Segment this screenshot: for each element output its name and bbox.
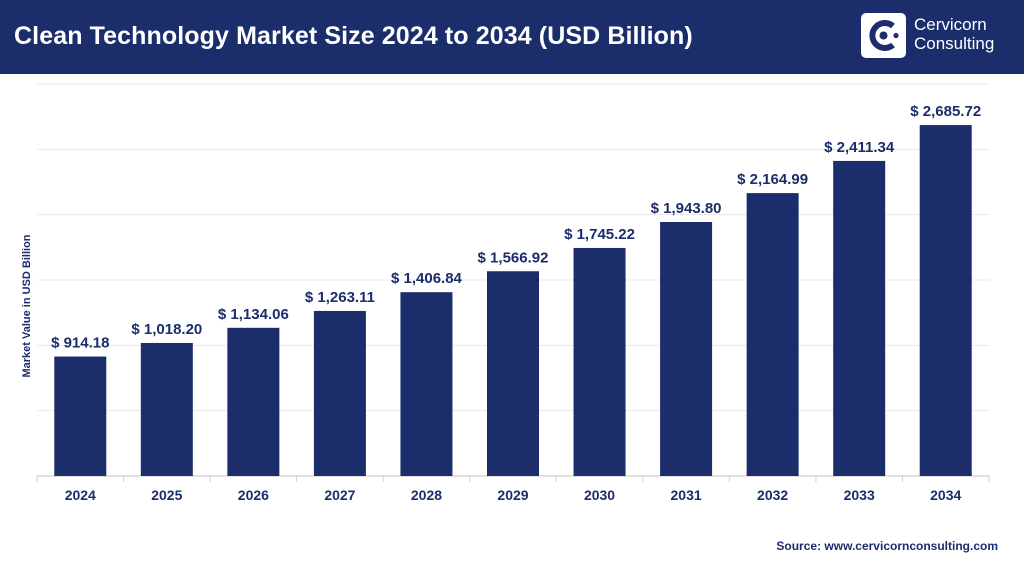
bar-2028 [400,292,453,476]
bar-2033 [833,160,886,476]
company-logo: Cervicorn Consulting [861,13,1009,59]
data-label-2025: $ 1,018.20 [131,321,202,338]
data-label-2026: $ 1,134.06 [218,306,289,323]
data-label-2030: $ 1,745.22 [564,226,635,243]
x-tick-label-2024: 2024 [65,487,96,503]
bar-2032 [746,193,799,476]
data-label-2028: $ 1,406.84 [391,270,463,287]
data-label-2033: $ 2,411.34 [824,139,895,156]
data-label-2032: $ 2,164.99 [737,171,808,188]
logo-line-2: Consulting [914,34,995,53]
logo-line-1: Cervicorn [914,15,987,34]
bar-2030 [573,247,626,476]
logo-wordmark: Cervicorn Consulting [914,15,994,53]
data-label-2027: $ 1,263.11 [305,289,375,306]
x-tick-label-2029: 2029 [497,487,528,503]
data-label-2024: $ 914.18 [51,335,109,352]
bar-2024 [54,356,107,476]
bar-2029 [487,271,539,476]
x-tick-label-2031: 2031 [671,487,702,503]
x-tick-label-2025: 2025 [151,487,182,503]
x-tick-label-2033: 2033 [844,487,875,503]
chart-area: Market Value in USD Billion $ 914.18 2024 $… [0,74,1024,567]
bar-2026 [227,327,280,476]
bar-2025 [140,342,193,476]
data-label-2029: $ 1,566.92 [478,249,549,266]
x-tick-label-2028: 2028 [411,487,442,503]
header-banner: Clean Technology Market Size 2024 to 203… [0,0,1024,74]
cervicorn-logo-icon [861,13,906,58]
x-tick-label-2032: 2032 [757,487,788,503]
bar-2027 [313,310,366,476]
x-tick-label-2027: 2027 [324,487,355,503]
bar-2031 [660,222,713,476]
data-label-2031: $ 1,943.80 [651,200,722,217]
chart-title: Clean Technology Market Size 2024 to 203… [14,22,693,50]
x-tick-label-2034: 2034 [930,487,961,503]
data-label-2034: $ 2,685.72 [910,103,981,120]
bar-2034 [919,125,972,476]
source-note: Source: www.cervicornconsulting.com [776,539,998,553]
y-axis-label: Market Value in USD Billion [21,234,33,377]
x-tick-label-2030: 2030 [584,487,615,503]
x-tick-label-2026: 2026 [238,487,269,503]
bar-chart: Market Value in USD Billion $ 914.18 2024 $… [21,83,990,503]
